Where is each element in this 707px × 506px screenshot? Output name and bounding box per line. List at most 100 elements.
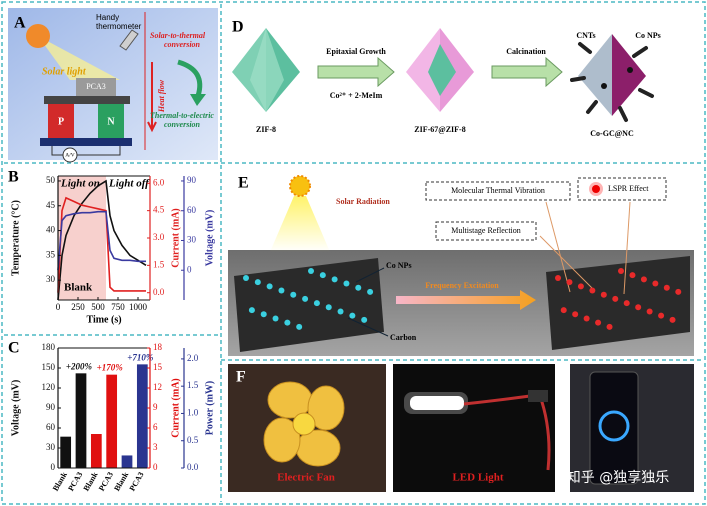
co-np [337,308,344,315]
y-tick-label: 1.0 [187,408,199,418]
heated-np [566,279,573,286]
y-tick-label: 4.5 [153,205,165,215]
y-axis-title: Power (mW) [204,381,215,436]
heated-np [555,275,561,281]
bar [136,364,148,468]
co-nps-label: Co NPs [386,261,412,270]
y-tick-label: 60 [46,422,56,432]
data-line [57,196,146,293]
heated-np [583,315,590,322]
material-label: ZIF-67@ZIF-8 [414,125,465,134]
co-np [601,83,607,89]
x-axis-title: Time (s) [86,314,121,325]
reagent-label: Co²⁺ + 2-MeIm [330,91,383,100]
wire [51,146,121,156]
x-tick-label: 750 [111,302,125,312]
lspr-label: LSPR Effect [608,184,649,193]
co-np [367,288,374,295]
data-line [57,179,147,301]
sun [26,24,50,48]
cnt [638,88,654,98]
annotation: Blank [64,282,93,294]
co-np [266,283,273,290]
y-tick-label: 120 [42,382,56,392]
heated-np [572,311,579,318]
pointer [355,267,385,283]
ray [623,201,631,295]
heat-flow-arrow [147,62,157,133]
co-np [302,295,309,302]
phone [589,371,639,485]
fan [263,381,345,467]
lspr-dot [592,185,600,193]
octahedron-face [578,34,612,116]
solar-to-thermal-label: conversion [164,40,201,49]
bar [121,455,133,468]
fan-blade [307,385,345,431]
heat-sink [40,138,132,146]
co-np [272,315,279,322]
y-tick-label: 40 [46,225,56,235]
heated-np [669,316,676,323]
category-label: PCA3 [97,470,115,492]
co-np [260,311,267,318]
co-np [308,268,314,274]
y-tick-label: 150 [42,362,56,372]
material-label: Co-GC@NC [590,129,634,138]
x-tick-label: 250 [71,302,85,312]
carbon-label: Carbon [390,333,417,342]
co-np [284,319,291,326]
meter-label: A/V [65,152,75,158]
panel-d: D ZIF-8 Epitaxial Growth Co²⁺ + 2-MeIm Z… [232,19,661,138]
heated-np [612,295,619,302]
co-np [325,304,332,311]
light-beam [270,196,330,252]
co-np [248,307,255,314]
y-tick-label: 30 [46,442,56,452]
heated-np [623,300,630,307]
y-tick-label: 0 [153,462,158,472]
arrow [317,56,395,88]
y-tick-label: 9 [153,402,158,412]
panel-label: B [8,169,19,186]
thermometer [119,29,139,51]
cnt [578,42,592,54]
y-tick-label: 90 [46,402,56,412]
pca3-block [76,78,116,96]
heat-flow-label: Heat flow [157,79,166,113]
y-axis-title: Temperature (°C) [10,200,21,276]
heated-np [629,272,636,279]
excitation-label: Frequency Excitation [425,281,499,290]
pointer [347,317,389,337]
cnts [570,42,654,122]
y-tick-label: 0.5 [187,435,199,445]
panel-label: C [8,340,20,357]
co-np [290,291,297,298]
vibration-label: Molecular Thermal Vibration [451,186,545,195]
y-tick-label: 2.0 [187,353,199,363]
x-tick-label: 500 [91,302,105,312]
y-tick-label: 1.5 [153,259,165,269]
co-np [319,272,326,279]
fan-blade [263,417,301,463]
heated-np [675,288,682,295]
co-np [355,284,362,291]
y-tick-label: 50 [46,175,56,185]
thermometer-label: thermometer [96,22,142,31]
heated-np [618,268,624,274]
step-label: Calcination [506,47,546,56]
heated-np [640,276,647,283]
p-label: P [58,116,64,127]
cnt [632,46,648,58]
heat-source [44,96,130,104]
thermometer-label: Handy [96,13,119,22]
heated-np [646,308,653,315]
x-tick-label: 1000 [129,302,148,312]
p-leg [48,104,74,138]
thermal-to-electric-label: conversion [164,120,201,129]
solar-label: Solar Radiation [336,197,390,206]
sun-beam [38,36,120,80]
heated-np [595,319,602,326]
panel-a: A Solar light PCA3 P N A/V Handy thermom… [8,8,218,163]
